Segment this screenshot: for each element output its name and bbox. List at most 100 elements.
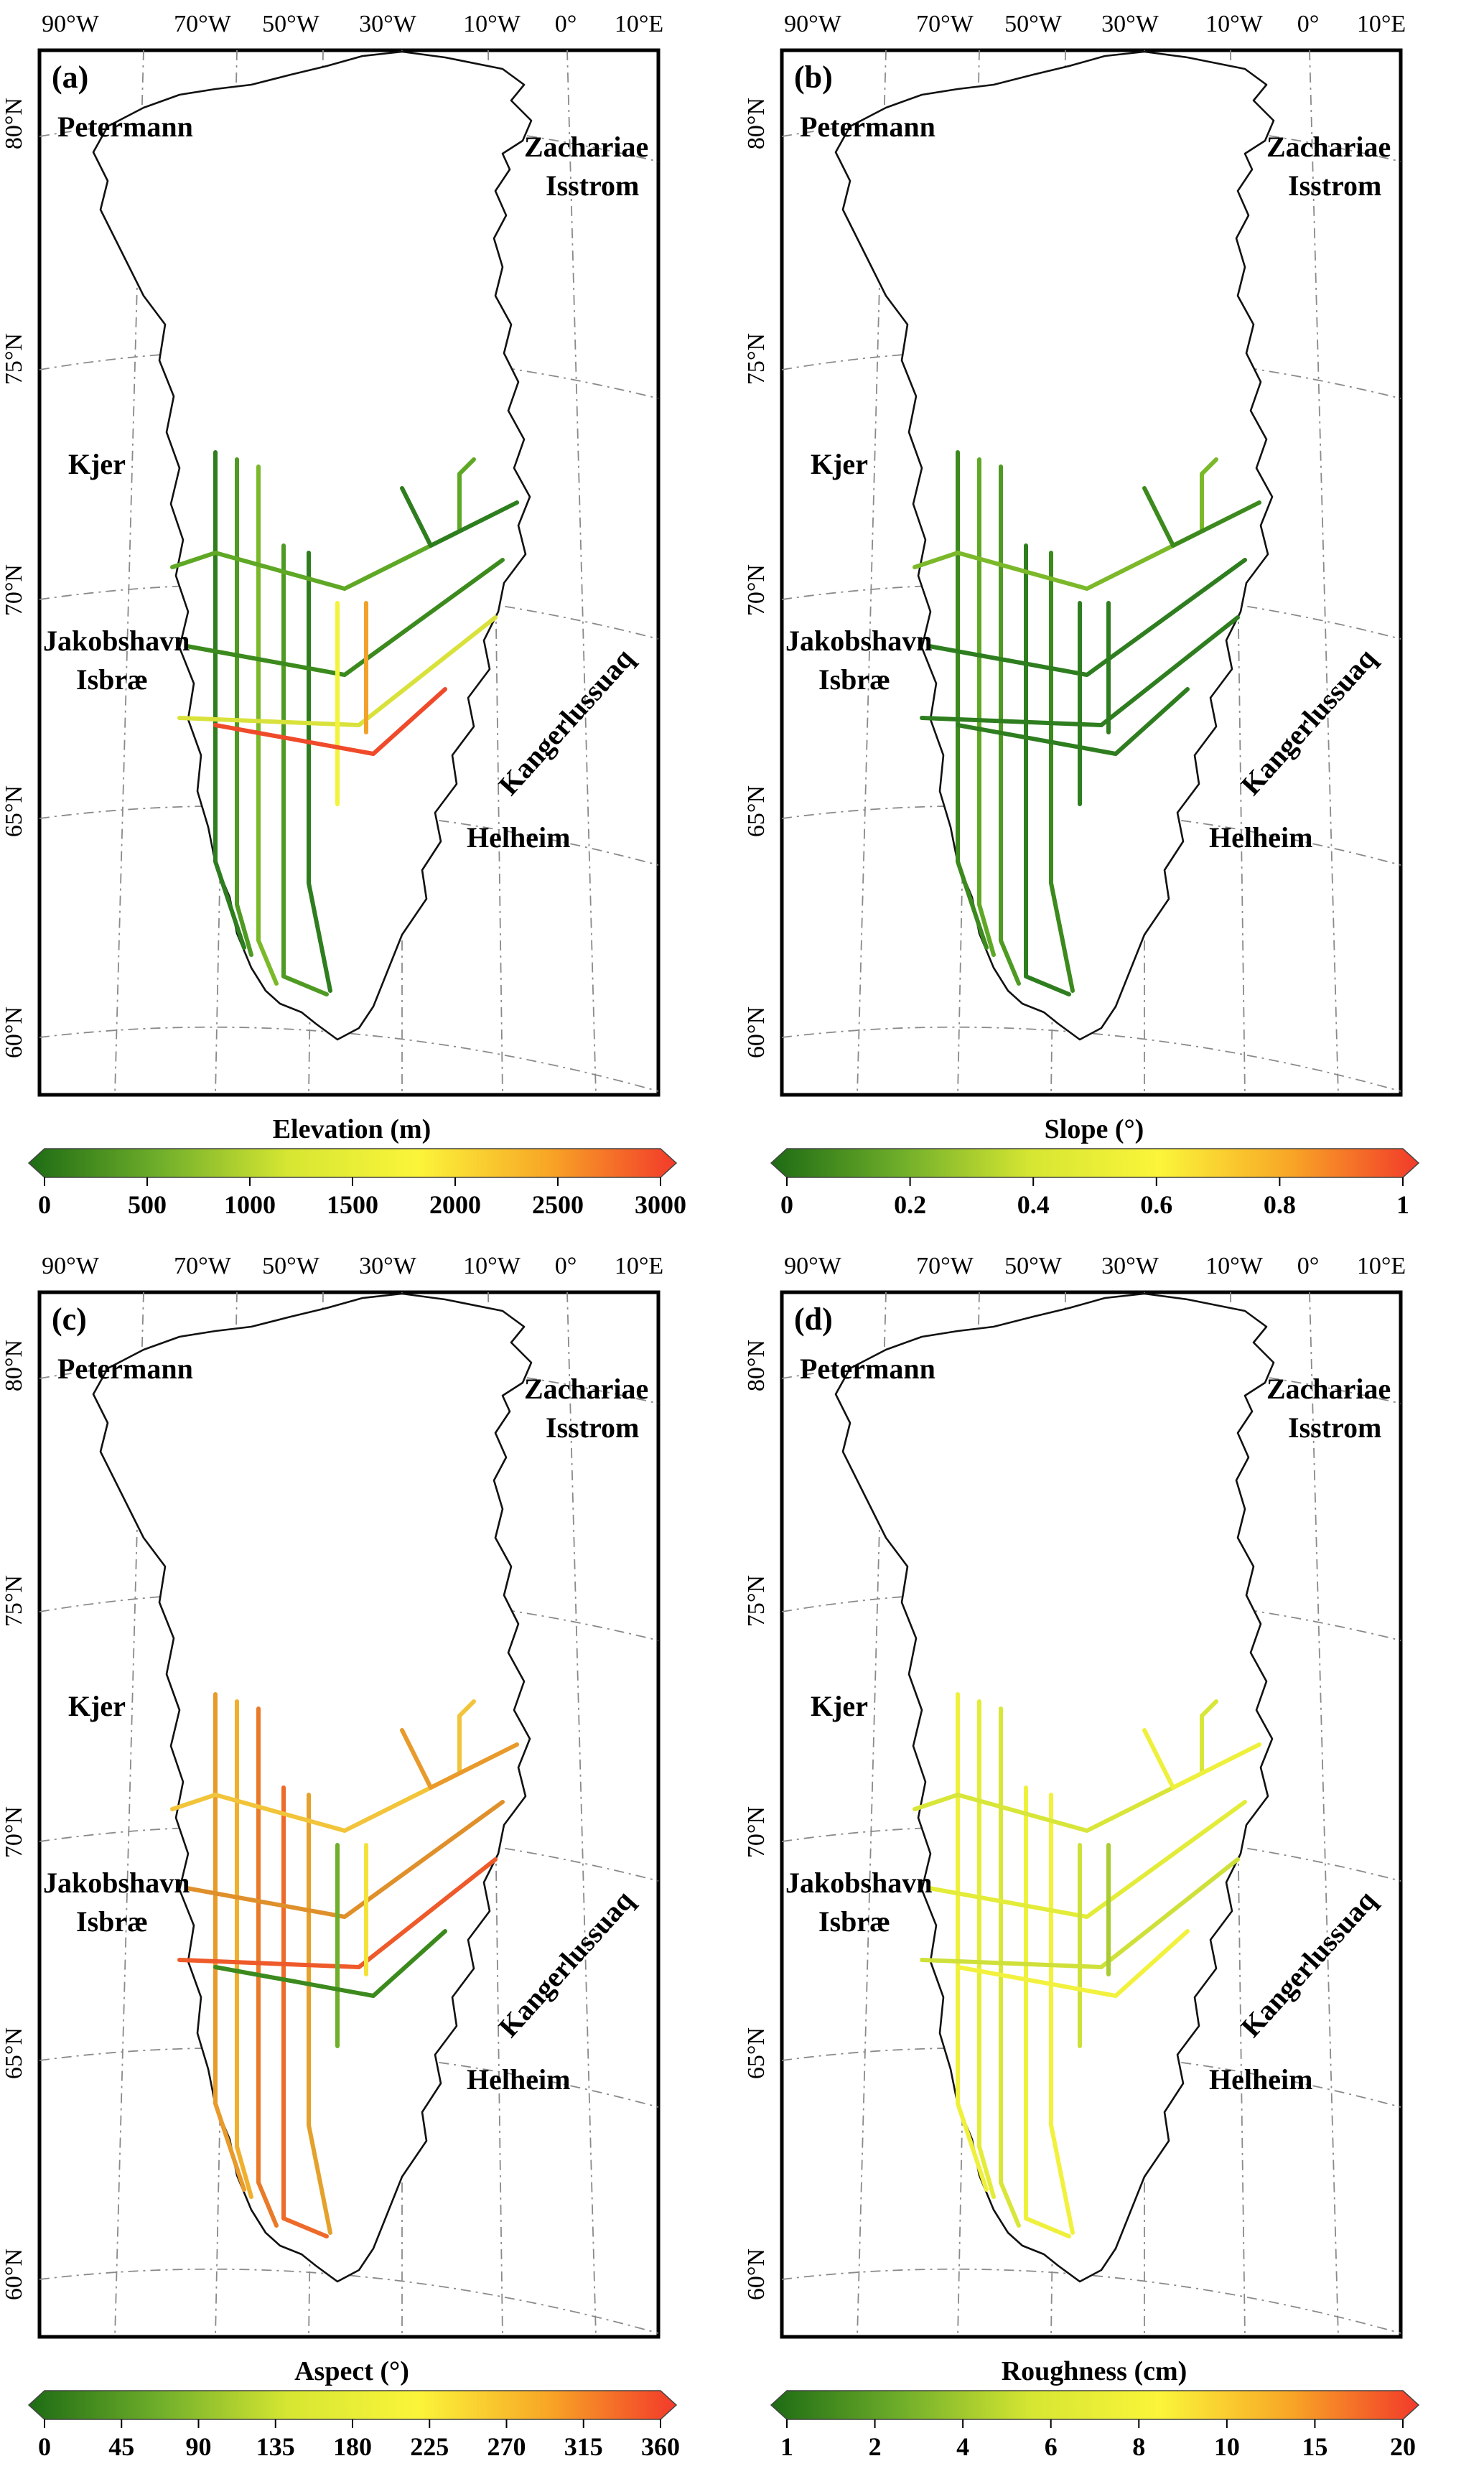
colorbar-tick-label: 0.8: [1264, 1190, 1296, 1219]
graticule-line: [1230, 50, 1246, 1096]
greenland-coastline: [834, 1292, 1275, 2283]
flight-track: [920, 1857, 1240, 1969]
lon-label: 10°W: [463, 1253, 521, 1279]
flight-track: [920, 615, 1240, 727]
lon-label: 30°W: [1101, 1253, 1159, 1279]
lon-label: 0°: [1297, 1253, 1320, 1279]
lat-label: 60°N: [1, 1007, 27, 1058]
flight-track: [956, 687, 1190, 756]
colorbar-title: Aspect (°): [294, 2356, 409, 2386]
flight-track: [999, 464, 1021, 986]
place-petermann: Petermann: [57, 111, 193, 143]
colorbar: 1 2 4 6 8 10 15 20: [770, 2390, 1420, 2461]
place-jakobshavn: Jakobshavn: [785, 625, 933, 657]
colorbar-tick-label: 4: [956, 2432, 969, 2461]
place-isstrom: Isstrom: [546, 1411, 639, 1444]
flight-track: [256, 1706, 279, 2228]
colorbar-tick-label: 0: [780, 1190, 793, 1219]
lon-label: 50°W: [1004, 1253, 1063, 1279]
flight-track: [177, 1857, 498, 1969]
colorbar-tick-label: 3000: [635, 1190, 686, 1219]
panel-b: (b) 90°W 70°W 50°W 30°W 10°W 0° 10°E 80°N 75°N 70°…: [743, 11, 1420, 1219]
colorbar: 0 45 90 135 180 225 270 315 360: [27, 2390, 680, 2461]
flight-track: [1049, 551, 1075, 993]
lon-label: 90°W: [784, 1253, 842, 1279]
flight-track: [213, 1692, 246, 2192]
lat-label: 70°N: [1, 1806, 27, 1858]
lat-label: 80°N: [743, 1340, 770, 1391]
colorbar-title: Roughness (cm): [1002, 2356, 1187, 2386]
colorbar-tick-label: 0.4: [1017, 1190, 1050, 1219]
lon-label: 70°W: [916, 11, 974, 37]
flight-track: [1142, 1728, 1261, 1790]
graticule-line: [1309, 50, 1339, 1096]
lon-label: 0°: [555, 1253, 577, 1279]
place-petermann: Petermann: [800, 1353, 935, 1385]
flight-track: [213, 1929, 447, 1998]
graticule-line: [487, 1292, 503, 2338]
place-zachariae: Zachariae: [524, 131, 648, 163]
lat-label: 70°N: [1, 564, 27, 616]
colorbar-tick-label: 1: [1396, 1190, 1409, 1219]
colorbar-tick-label: 135: [256, 2432, 295, 2461]
lat-label: 60°N: [1, 2249, 27, 2300]
colorbar-tick-label: 6: [1045, 2432, 1058, 2461]
place-isstrom: Isstrom: [1288, 169, 1381, 202]
lon-label: 90°W: [42, 1253, 100, 1279]
place-helheim: Helheim: [1209, 821, 1312, 854]
place-kjer: Kjer: [68, 448, 126, 480]
flight-track: [185, 1800, 505, 1919]
lon-label: 90°W: [42, 11, 100, 37]
lat-label: 60°N: [743, 2249, 770, 2300]
flight-track: [307, 551, 332, 993]
lon-label: 90°W: [784, 11, 842, 37]
graticule-line: [566, 50, 597, 1096]
lon-label: 10°E: [615, 1253, 663, 1279]
place-kjer: Kjer: [68, 1690, 126, 1722]
panel-d: (d) 90°W 70°W 50°W 30°W 10°W 0° 10°E 80°N 75°N 70°…: [743, 1253, 1420, 2461]
lon-label: 70°W: [174, 11, 232, 37]
graticule-line: [957, 50, 980, 1096]
colorbar-title: Slope (°): [1045, 1114, 1144, 1144]
flight-track: [1024, 1785, 1071, 2238]
flight-track: [956, 450, 989, 950]
place-isstrom: Isstrom: [1288, 1411, 1381, 1444]
flight-track: [956, 1692, 989, 2192]
lat-label: 75°N: [1, 1575, 27, 1627]
place-isbrae: Isbræ: [818, 1905, 890, 1938]
colorbar-tick-label: 15: [1302, 2432, 1327, 2461]
place-petermann: Petermann: [800, 111, 935, 143]
flight-track: [256, 464, 279, 986]
graticule-line: [566, 1292, 597, 2338]
colorbar-title: Elevation (m): [273, 1114, 431, 1144]
panel-label: (b): [794, 60, 833, 95]
panel-label: (c): [52, 1302, 87, 1337]
graticule-line: [114, 1292, 144, 2338]
lat-label: 80°N: [743, 98, 770, 149]
lat-label: 60°N: [743, 1007, 770, 1058]
lon-label: 30°W: [359, 1253, 417, 1279]
colorbar-tick-label: 1: [780, 2432, 793, 2461]
flight-track: [1049, 1793, 1075, 2235]
graticule-line: [215, 50, 238, 1096]
flight-track: [235, 457, 253, 957]
graticule-line: [857, 1292, 887, 2338]
lat-label: 65°N: [743, 2027, 770, 2079]
graticule-line: [957, 1292, 980, 2338]
panel-label: (a): [52, 60, 88, 95]
flight-track: [281, 543, 329, 996]
colorbar-tick-label: 500: [128, 1190, 167, 1219]
colorbar-tick-label: 45: [108, 2432, 134, 2461]
flight-track: [956, 1929, 1190, 1998]
panel-c: (c) 90°W 70°W 50°W 30°W 10°W 0° 10°E 80°N 75°N 70°…: [1, 1253, 680, 2461]
colorbar-ramp: [770, 2390, 1420, 2420]
graticule-line: [1309, 1292, 1339, 2338]
place-jakobshavn: Jakobshavn: [785, 1867, 933, 1899]
place-zachariae: Zachariae: [1266, 1373, 1391, 1405]
colorbar-tick-label: 1000: [224, 1190, 276, 1219]
flight-track: [999, 1706, 1021, 2228]
colorbar-tick-label: 0: [38, 2432, 51, 2461]
colorbar-ramp: [27, 1148, 678, 1178]
flight-track: [1024, 543, 1071, 996]
lat-label: 75°N: [1, 333, 27, 385]
